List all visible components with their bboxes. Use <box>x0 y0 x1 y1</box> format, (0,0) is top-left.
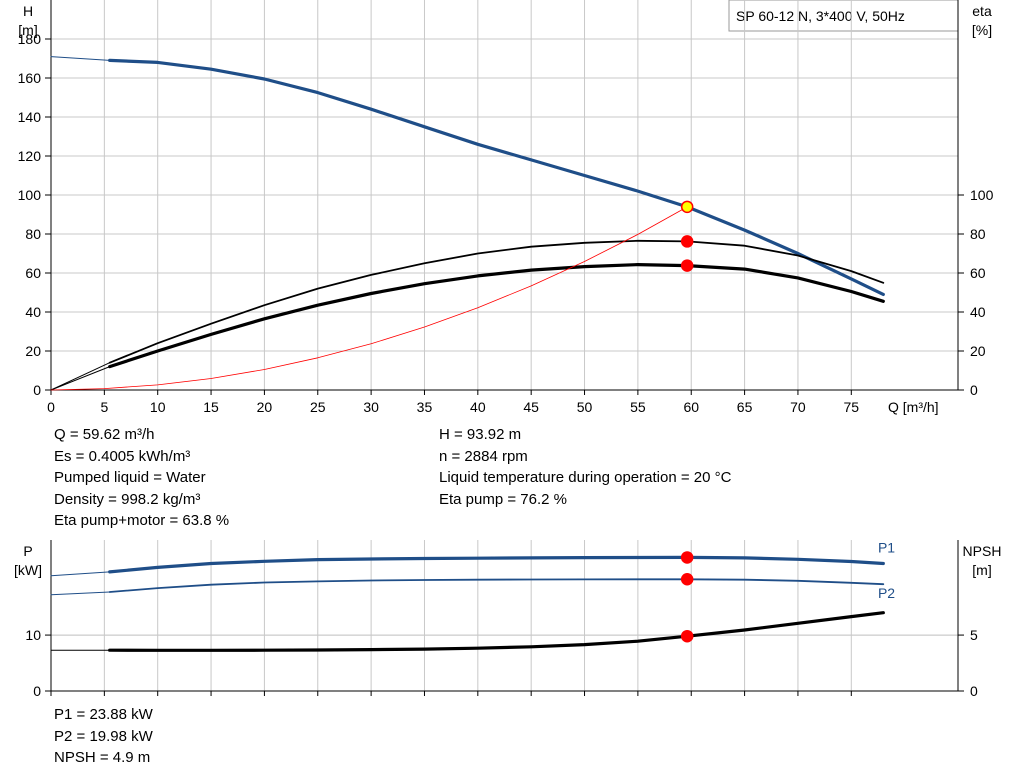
chart2-y2-label-unit: [m] <box>972 562 991 578</box>
chart2-series-P2 <box>108 578 885 593</box>
chart1-y2-tick-label-0: 0 <box>970 382 978 398</box>
chart1-y2-tick-label-60: 60 <box>970 265 986 281</box>
info-specific-energy: Es = 0.4005 kWh/m³ <box>54 447 191 465</box>
chart1-x-label: Q [m³/h] <box>888 399 939 415</box>
chart2-duty-point-P2 <box>680 573 694 586</box>
model-box-text: SP 60-12 N, 3*400 V, 50Hz <box>736 8 905 24</box>
chart1-y-tick-label-160: 160 <box>18 70 42 86</box>
chart1-x-tick-label-30: 30 <box>363 399 379 415</box>
chart1-y-tick-label-140: 140 <box>18 109 42 125</box>
chart1-y2-tick-label-40: 40 <box>970 304 986 320</box>
chart2-y2-tick-label-0: 0 <box>970 683 978 699</box>
model-box <box>728 0 959 32</box>
chart1-y2-tick-label-100: 100 <box>970 187 994 203</box>
info-speed: n = 2884 rpm <box>439 447 528 465</box>
chart1-y2-label-unit: [%] <box>972 22 992 38</box>
chart1-y2-tick-label-20: 20 <box>970 343 986 359</box>
chart1-x-tick-label-50: 50 <box>577 399 593 415</box>
info-head: H = 93.92 m <box>439 426 522 443</box>
chart2-y2-label-name: NPSH <box>963 543 1002 559</box>
chart1-x-tick-label-15: 15 <box>203 399 219 415</box>
info-eta-pump: Eta pump = 76.2 % <box>439 490 567 508</box>
chart2-y-tick-label-0: 0 <box>33 683 41 699</box>
chart1-x-tick-label-20: 20 <box>257 399 273 415</box>
chart1-duty-point-head <box>680 200 694 214</box>
chart1-y-tick-label-100: 100 <box>18 187 42 203</box>
chart1-x-tick-label-35: 35 <box>417 399 433 415</box>
chart2-series-P2-extension <box>50 591 111 596</box>
chart1-series-eta-motor-extension <box>50 366 111 391</box>
info-flow: Q = 59.62 m³/h <box>54 426 155 443</box>
chart1-x-tick-label-55: 55 <box>630 399 646 415</box>
info-liquid-temperature: Liquid temperature during operation = 20… <box>439 469 732 486</box>
chart1-x-tick-label-0: 0 <box>47 399 55 415</box>
chart2-series-label-P2: P2 <box>878 585 895 601</box>
info-p1: P1 = 23.88 kW <box>54 706 153 723</box>
chart1-series-head-extension <box>50 56 111 61</box>
chart1-duty-point-eta-pump <box>680 235 694 248</box>
chart2-duty-point-P1 <box>680 551 694 564</box>
chart2-y-label-name: P <box>23 543 32 559</box>
chart2-y-tick-label-10: 10 <box>25 627 41 643</box>
chart1-x-tick-label-65: 65 <box>737 399 753 415</box>
lower-info: P1 = 23.88 kW P2 = 19.98 kW NPSH = 4.9 m <box>54 704 153 769</box>
info-density: Density = 998.2 kg/m³ <box>54 490 201 508</box>
info-pumped-liquid: Pumped liquid = Water <box>54 469 206 486</box>
chart1-y-tick-label-0: 0 <box>33 382 41 398</box>
chart1-x-tick-label-10: 10 <box>150 399 166 415</box>
chart1-x-tick-label-45: 45 <box>523 399 539 415</box>
chart1-y-tick-label-20: 20 <box>25 343 41 359</box>
info-p2: P2 = 19.98 kW <box>54 727 153 745</box>
chart2-series-NPSH <box>108 611 885 652</box>
chart1-y-label-name: H <box>23 3 33 19</box>
chart1-y-tick-label-180: 180 <box>18 31 42 47</box>
chart1-y-tick-label-40: 40 <box>25 304 41 320</box>
chart1-y-label-unit: [m] <box>18 22 37 38</box>
chart1-y-tick-label-60: 60 <box>25 265 41 281</box>
chart1-duty-point-eta-pump-motor <box>680 259 694 272</box>
chart2-series-P1 <box>108 555 885 574</box>
chart1-x-tick-label-60: 60 <box>683 399 699 415</box>
info-npsh: NPSH = 4.9 m <box>54 749 151 766</box>
chart1-x-tick-label-5: 5 <box>100 399 108 415</box>
chart1-x-tick-label-40: 40 <box>470 399 486 415</box>
chart1-y2-tick-label-80: 80 <box>970 226 986 242</box>
chart1-y-tick-label-80: 80 <box>25 226 41 242</box>
chart2-y-label-unit: [kW] <box>14 562 42 578</box>
chart1-series-eta-pump-motor <box>108 263 885 369</box>
chart2-series-label-P1: P1 <box>878 539 895 555</box>
chart1-y-tick-label-120: 120 <box>18 148 42 164</box>
chart1-x-tick-label-75: 75 <box>844 399 860 415</box>
chart1-x-tick-label-70: 70 <box>790 399 806 415</box>
upper-info-right: H = 93.92 m n = 2884 rpm Liquid temperat… <box>439 424 731 510</box>
chart2-y2-tick-label-5: 5 <box>970 627 978 643</box>
chart2-series-P1-extension <box>50 571 111 577</box>
chart1-series-eta-pump <box>108 239 885 364</box>
chart1-x-tick-label-25: 25 <box>310 399 326 415</box>
chart1-series-system-curve <box>50 206 688 391</box>
upper-info-left: Q = 59.62 m³/h Es = 0.4005 kWh/m³ Pumped… <box>54 424 229 532</box>
info-eta-pump-motor: Eta pump+motor = 63.8 % <box>54 512 230 529</box>
chart1-series-head <box>108 58 885 296</box>
chart2-duty-point-NPSH <box>680 629 694 643</box>
chart1-y2-label-name: eta <box>972 3 992 19</box>
chart1-series-eta-extension <box>50 362 111 391</box>
